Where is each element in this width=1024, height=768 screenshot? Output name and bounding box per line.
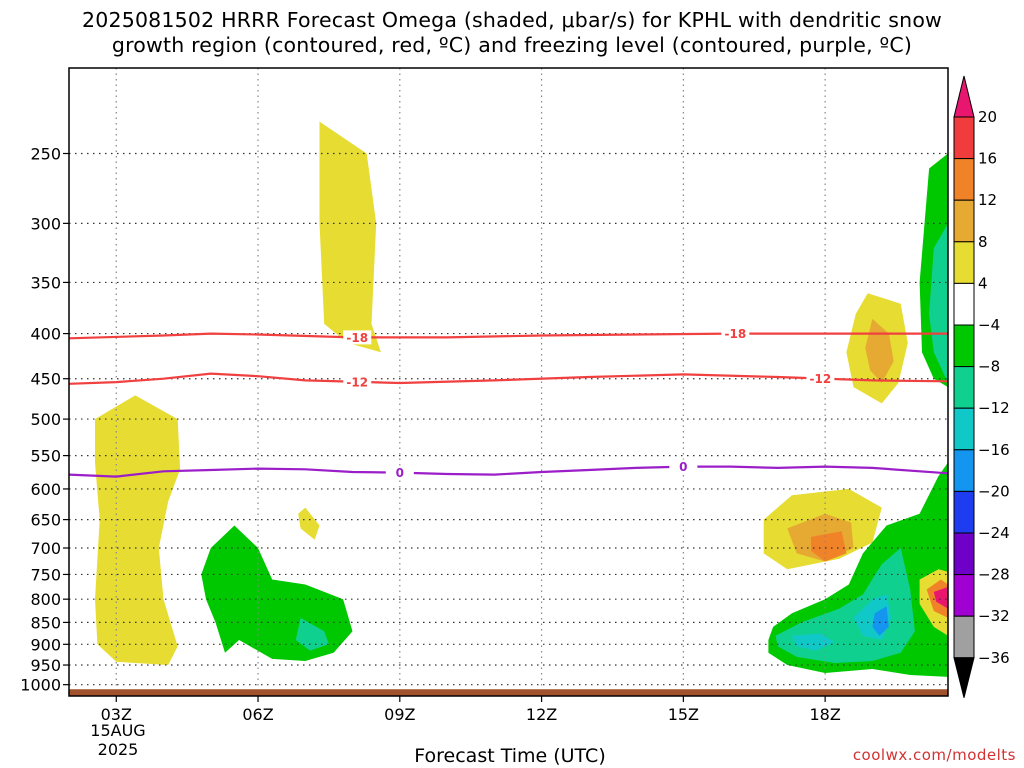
contour-label: -18 [724,327,746,341]
contour-label: 0 [679,460,687,474]
colorbar-segment [953,449,975,492]
y-tick-label: 600 [30,480,61,499]
omega-region-11 [929,223,948,383]
y-tick-label: 950 [30,656,61,675]
omega-region-8 [201,525,353,661]
colorbar-segment [953,241,975,284]
contour-label: 0 [396,466,404,480]
y-tick-label: 850 [30,613,61,632]
y-tick-label: 700 [30,539,61,558]
x-tick-label: 18Z [809,705,840,724]
date-label-day: 15AUG [90,721,145,740]
contour-label-bg [385,465,414,480]
colorbar: 20 16 12 8 4 −4 −8 −12 −16 −20 −24 −28 −32 −36 [953,75,1010,698]
x-tick-label: 12Z [526,705,557,724]
colorbar-segment [953,490,975,534]
y-tick-label: 400 [30,325,61,344]
omega-region-0 [95,395,181,665]
contour-label: -18 [346,331,368,345]
colorbar-segment [953,615,975,659]
title-line-2: growth region (contoured, red, ºC) and f… [111,33,913,57]
x-tick-label: 03Z [101,705,132,724]
colorbar-label: −20 [978,482,1010,500]
y-axis-ticks: 250 300 350 400 450 500 550 600 650 700 750 800 850 9… [20,144,69,695]
omega-region-1 [298,507,320,540]
y-tick-label: 800 [30,590,61,609]
y-tick-label: 350 [30,273,61,292]
contour-line--12 [68,372,949,385]
omega-region-7 [811,531,847,562]
omega-region-19 [933,587,948,609]
contour-label-bg [343,374,372,389]
omega-shading-layer [95,121,948,677]
contour-label-bg [721,326,750,341]
colorbar-segment [953,366,975,409]
y-tick-label: 750 [30,565,61,584]
y-tick-label: 250 [30,144,61,163]
contour-line-0 [68,465,949,478]
omega-region-9 [295,617,329,651]
ground-surface [69,689,948,696]
colorbar-segment [953,407,975,451]
y-tick-label: 650 [30,511,61,530]
chart-title: 2025081502 HRRR Forecast Omega (shaded, … [0,8,1024,58]
colorbar-label: 12 [978,191,997,209]
plot-frame [68,67,949,697]
omega-region-4 [865,318,894,383]
colorbar-arrow-top [953,75,975,118]
colorbar-segment [953,116,975,160]
credit-link[interactable]: coolwx.com/modelts [852,746,1016,764]
colorbar-label: 16 [978,150,997,168]
colorbar-label: −36 [978,649,1010,667]
colorbar-segment [953,532,975,576]
contour-layer: -18 -18 -12 -12 0 0 [68,326,949,480]
omega-region-2 [319,121,381,353]
contour-label: -12 [346,375,368,389]
colorbar-label: −32 [978,607,1010,625]
colorbar-segment [953,324,975,368]
date-label-year: 2025 [98,740,139,759]
colorbar-label: −16 [978,441,1010,459]
colorbar-segment [953,282,975,326]
omega-region-14 [792,633,835,651]
x-tick-label: 06Z [242,705,273,724]
y-tick-label: 300 [30,214,61,233]
x-axis-title: Forecast Time (UTC) [414,745,606,767]
contour-label-bg [669,459,698,474]
colorbar-segment [953,158,975,201]
colorbar-label: −12 [978,399,1010,417]
contour-line--18 [68,332,948,340]
y-tick-label: 450 [30,370,61,389]
x-tick-label: 15Z [668,705,699,724]
colorbar-label: −24 [978,524,1010,542]
x-axis-ticks: 03Z 06Z 09Z 12Z 15Z 18Z [101,696,841,724]
y-tick-label: 1000 [20,676,61,695]
colorbar-label: 8 [978,233,988,251]
contour-label: -12 [810,372,832,386]
colorbar-label: −4 [978,316,1000,334]
title-line-1: 2025081502 HRRR Forecast Omega (shaded, … [81,8,943,32]
colorbar-label: 4 [978,274,988,292]
colorbar-arrow-bottom [953,657,975,698]
omega-region-16 [872,606,889,636]
y-tick-label: 550 [30,447,61,466]
colorbar-label: −28 [978,566,1010,584]
colorbar-label: −8 [978,358,1000,376]
colorbar-label: 20 [978,108,997,126]
contour-label-bg [343,330,372,345]
y-tick-label: 500 [30,410,61,429]
colorbar-segment [953,199,975,243]
x-tick-label: 09Z [384,705,415,724]
colorbar-segment [953,574,975,617]
y-tick-label: 900 [30,635,61,654]
contour-label-bg [806,371,835,386]
